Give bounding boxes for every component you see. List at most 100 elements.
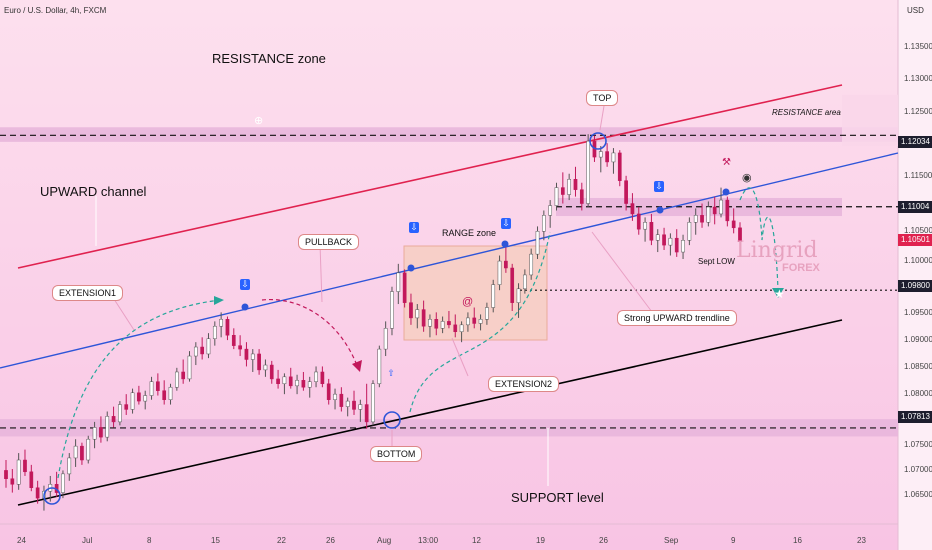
- price-badge-support: 1.07813: [898, 411, 932, 423]
- y-tick: 1.09500: [904, 308, 932, 317]
- candle-body: [605, 151, 609, 163]
- extension1-pointer: [111, 295, 135, 331]
- trendline-pointer: [591, 231, 653, 313]
- candle-body: [86, 438, 91, 461]
- candle-body: [434, 319, 439, 329]
- y-tick: 1.07000: [904, 465, 932, 474]
- candle-body: [466, 317, 470, 326]
- price-badge-current: 1.10501: [898, 234, 932, 246]
- low-circle-marker: [43, 487, 61, 505]
- candle-body: [73, 445, 78, 459]
- bottom-circle-marker: [383, 411, 401, 429]
- candle-body: [364, 404, 369, 423]
- candle-body: [700, 215, 704, 223]
- y-tick: 1.13500: [904, 42, 932, 51]
- candle-body: [523, 274, 527, 290]
- candle-body: [491, 284, 496, 308]
- candle-body: [288, 376, 293, 387]
- candle-body: [181, 371, 186, 380]
- candle-body: [649, 222, 654, 241]
- candle-body: [143, 395, 148, 402]
- price-badge-mid: 1.11004: [898, 201, 932, 213]
- y-tick: 1.12500: [904, 107, 932, 116]
- candle-body: [352, 400, 356, 410]
- x-tick: Sep: [664, 536, 679, 545]
- candle-body: [554, 187, 559, 206]
- candle-body: [162, 390, 167, 400]
- candle-body: [124, 404, 129, 410]
- x-tick: Aug: [377, 536, 392, 545]
- candle-body: [4, 470, 8, 479]
- candle-body: [225, 319, 230, 336]
- candle-body: [712, 206, 717, 215]
- y-tick: 1.13000: [904, 74, 932, 83]
- candle-body: [447, 321, 451, 326]
- candle-body: [428, 319, 432, 327]
- candle-body: [485, 307, 489, 320]
- extension2-projection: [409, 231, 551, 413]
- candle-body: [29, 471, 34, 488]
- candle-body: [662, 234, 666, 246]
- candle-body: [668, 237, 673, 246]
- candle-body: [636, 213, 641, 230]
- resistance-area-label: RESISTANCE area: [772, 108, 841, 117]
- candle-body: [681, 240, 685, 253]
- candle-body: [326, 383, 331, 400]
- candle-body: [390, 291, 394, 329]
- candle-body: [345, 400, 350, 407]
- channel-top-line: [17, 84, 843, 269]
- top-circle-marker: [589, 132, 607, 150]
- candle-body: [67, 457, 72, 475]
- top-label: TOP: [586, 90, 619, 106]
- support-zone-band: [0, 419, 898, 437]
- candle-body: [105, 416, 110, 438]
- candle-body: [99, 427, 103, 438]
- price-badge-resistance: 1.12034: [898, 136, 932, 148]
- touch-point-marker: [407, 264, 415, 272]
- touch-point-marker: [722, 188, 730, 196]
- candle-body: [497, 260, 502, 285]
- touch-point-marker: [656, 206, 664, 214]
- star-icon: ★: [774, 287, 785, 301]
- candle-body: [459, 324, 464, 333]
- candle-body: [61, 473, 65, 493]
- sept-low-label: Sept LOW: [698, 257, 735, 266]
- candle-body: [231, 334, 236, 346]
- extension1-label: EXTENSION1: [52, 285, 124, 301]
- candle-body: [478, 319, 483, 324]
- candle-body: [219, 319, 223, 327]
- candle-body: [630, 203, 635, 215]
- candle-body: [674, 237, 679, 253]
- x-tick: 23: [857, 536, 866, 545]
- price-axis-panel: [898, 0, 932, 550]
- candle-body: [598, 151, 603, 158]
- candle-body: [212, 325, 217, 339]
- candle-body: [137, 392, 141, 402]
- candle-body: [238, 345, 242, 350]
- y-tick: 1.11500: [904, 171, 932, 180]
- x-tick: 24: [17, 536, 26, 545]
- price-badge-support-mid: 1.09800: [898, 280, 932, 292]
- eye-icon: ◉: [742, 172, 752, 184]
- range-zone-box: [403, 245, 548, 341]
- extension2-pointer: [451, 337, 469, 377]
- candle-body: [535, 231, 540, 255]
- pullback-pointer: [319, 243, 323, 303]
- flag-down-icon: ⇩: [409, 222, 419, 233]
- candle-body: [731, 220, 736, 229]
- down-arrow-circle-icon: ⊕: [254, 115, 264, 127]
- flag-down-icon: ⇩: [501, 218, 511, 229]
- touch-point-marker: [501, 240, 509, 248]
- candle-body: [383, 328, 388, 350]
- candle-body: [421, 309, 426, 327]
- candle-body: [333, 393, 337, 400]
- candle-body: [693, 215, 698, 223]
- candle-body: [579, 189, 584, 204]
- flag-up-icon: ⇧: [387, 368, 395, 378]
- resistance-zone-band: [0, 127, 898, 142]
- symbol-title: Euro / U.S. Dollar, 4h, FXCM: [4, 6, 107, 15]
- y-tick: 1.10000: [904, 256, 932, 265]
- resistance-area-box: [842, 94, 898, 146]
